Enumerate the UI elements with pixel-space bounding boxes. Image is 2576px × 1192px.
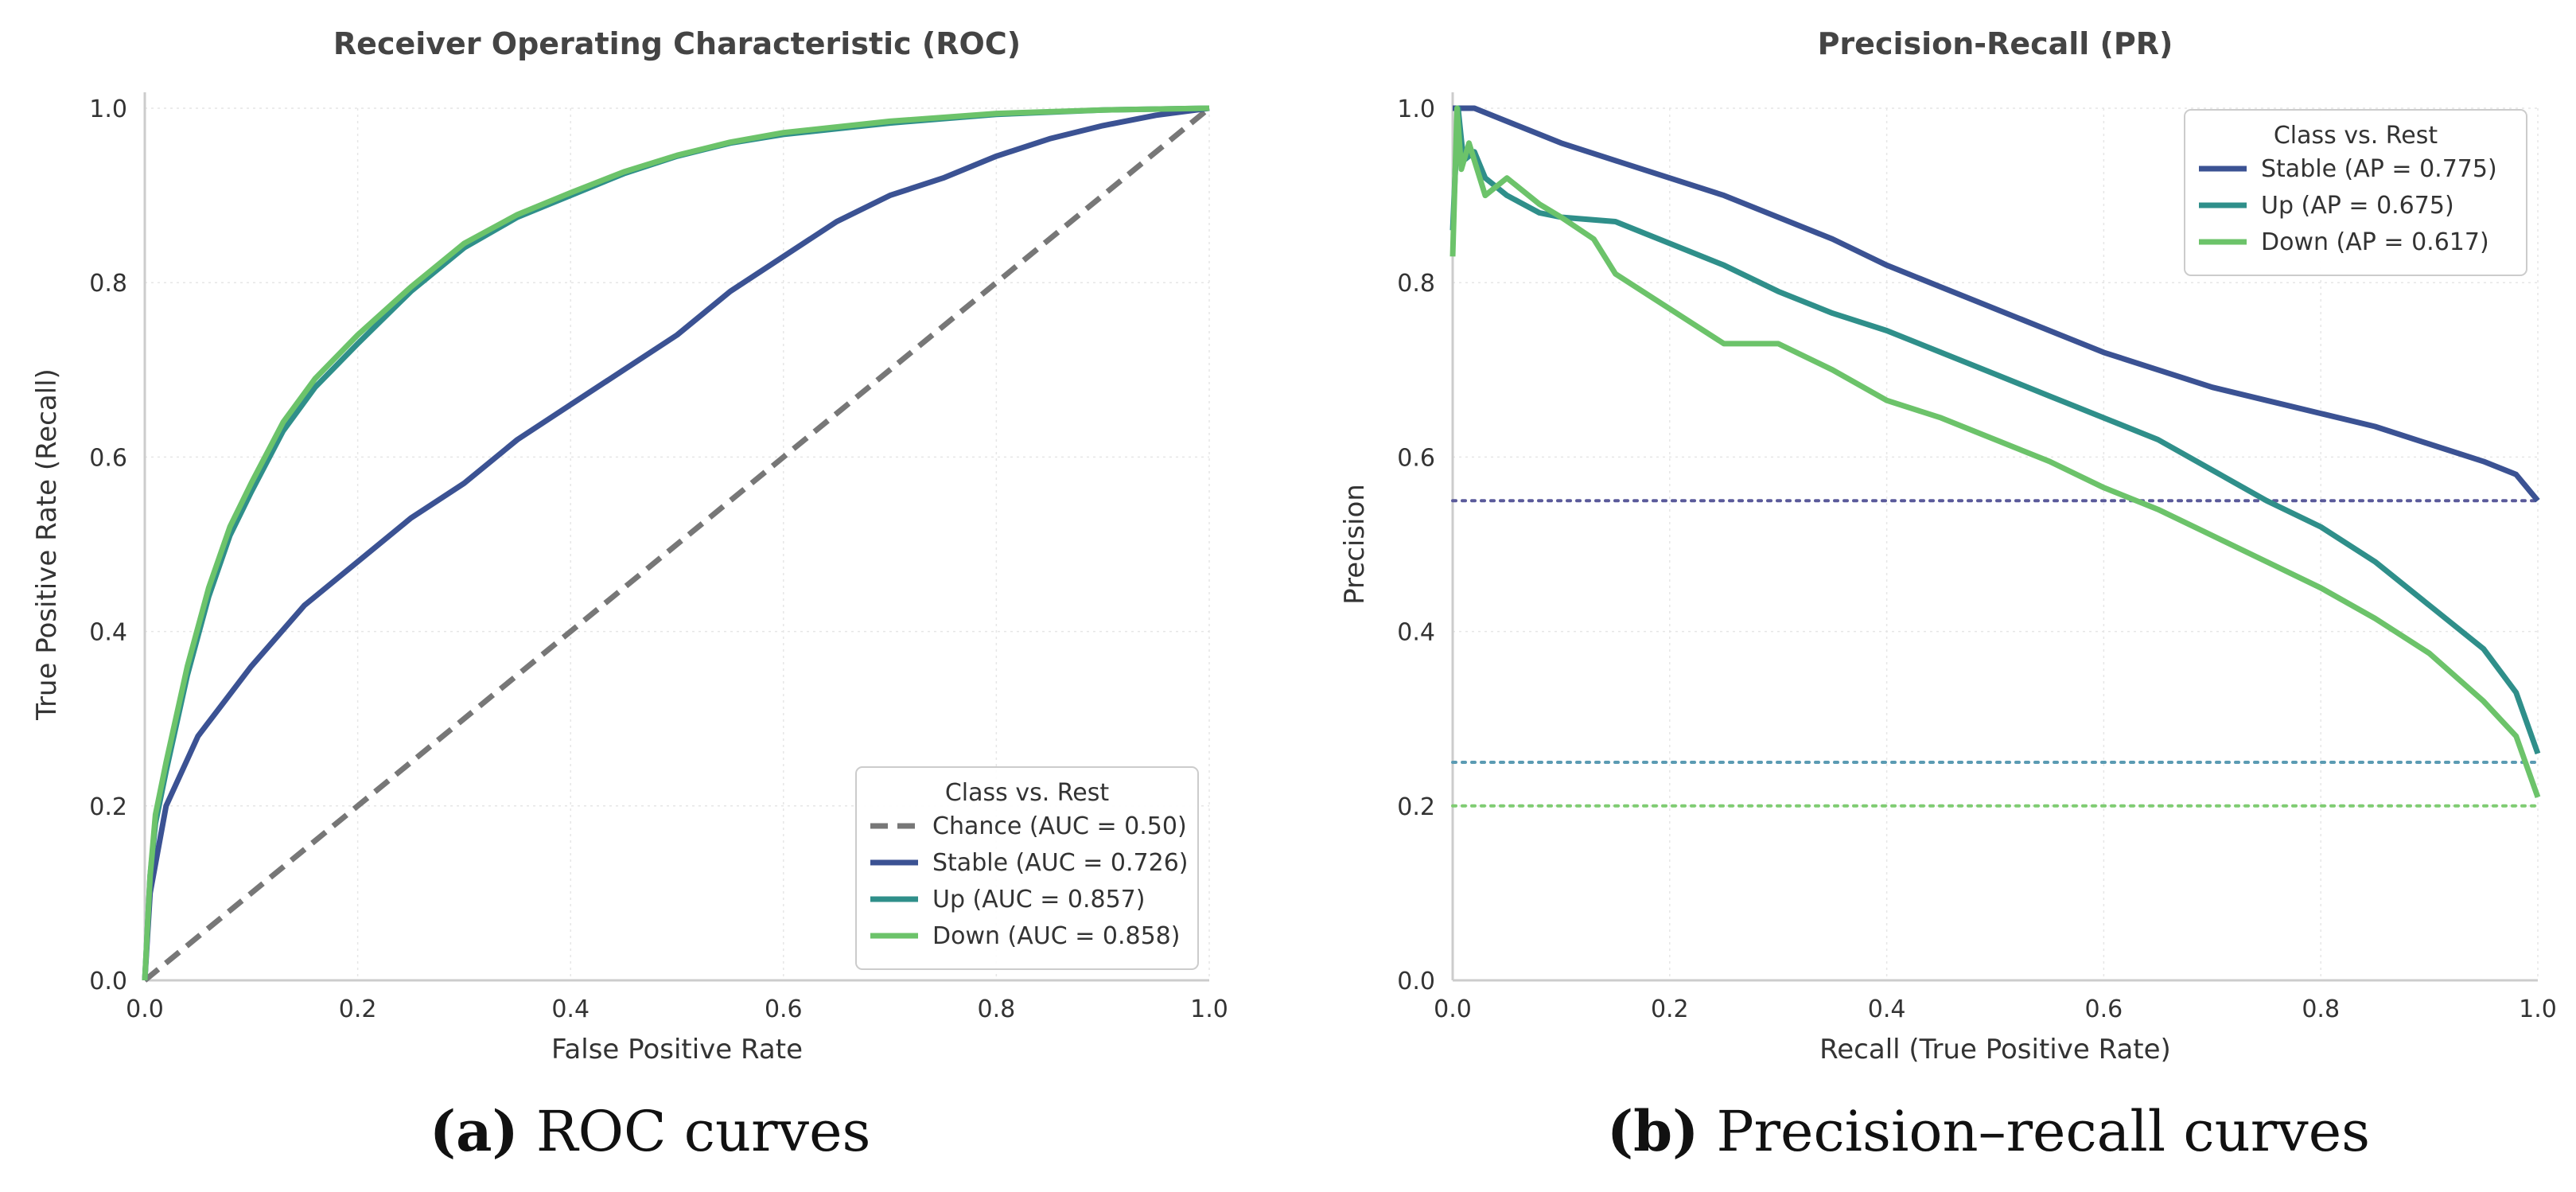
roc-series-chance-line <box>142 106 1212 983</box>
roc-legend-label-down: Down (AUC = 0.858) <box>932 922 1180 950</box>
pr-chart-title: Precision-Recall (PR) <box>1818 26 2173 61</box>
roc-legend-title: Class vs. Rest <box>945 779 1110 807</box>
roc-chart-panel: 0.0 0.2 0.4 0.6 0.8 1.0 0.0 0.2 0.4 0.6 0.8 1.0 Fals… <box>31 26 1228 1065</box>
roc-legend-label-up: Up (AUC = 0.857) <box>932 886 1145 913</box>
pr-y-axis-label: Precision <box>1339 484 1371 605</box>
pr-legend-label-stable: Stable (AP = 0.775) <box>2261 155 2497 183</box>
pr-y-tick-label: 0.0 <box>1397 968 1435 995</box>
pr-caption: (b) Precision–recall curves <box>1607 1098 2370 1164</box>
roc-x-tick-label: 0.4 <box>551 995 590 1023</box>
roc-y-tick-label: 0.4 <box>89 619 127 647</box>
pr-caption-text: Precision–recall curves <box>1716 1099 2371 1164</box>
roc-series-down-line <box>142 105 1210 981</box>
pr-x-axis-label: Recall (True Positive Rate) <box>1819 1034 2171 1065</box>
roc-y-axis-label: True Positive Rate (Recall) <box>31 368 63 721</box>
roc-legend: Class vs. Rest Chance (AUC = 0.50) Stable … <box>855 766 1199 970</box>
pr-legend-title: Class vs. Rest <box>2274 122 2438 150</box>
pr-y-tick-label: 0.2 <box>1397 793 1435 821</box>
roc-y-tick-label: 0.0 <box>89 968 127 995</box>
pr-legend-label-down: Down (AP = 0.617) <box>2261 228 2489 256</box>
pr-series-up-line <box>1449 105 2541 755</box>
roc-legend-box <box>855 766 1199 970</box>
roc-caption-text: ROC curves <box>535 1099 871 1164</box>
pr-series-stable-line <box>1453 105 2540 503</box>
pr-legend-label-up: Up (AP = 0.675) <box>2261 192 2454 220</box>
roc-x-axis-label: False Positive Rate <box>551 1034 803 1065</box>
roc-legend-label-chance: Chance (AUC = 0.50) <box>932 812 1187 840</box>
roc-x-tick-label: 0.0 <box>126 995 164 1023</box>
pr-series-down-line <box>1449 105 2541 798</box>
pr-x-tick-label: 1.0 <box>2519 995 2557 1023</box>
pr-legend-box <box>2184 109 2527 276</box>
roc-x-tick-label: 0.8 <box>978 995 1016 1023</box>
roc-x-tick-label: 0.2 <box>339 995 377 1023</box>
roc-caption-tag: (a) <box>430 1098 519 1164</box>
roc-y-tick-label: 0.2 <box>89 793 127 821</box>
roc-y-tick-label: 0.6 <box>89 444 127 472</box>
pr-chart-panel: 0.0 0.2 0.4 0.6 0.8 1.0 0.0 0.2 0.4 0.6 0.8 1.0 Reca… <box>1339 26 2557 1065</box>
roc-legend-label-stable: Stable (AUC = 0.726) <box>932 849 1189 877</box>
pr-y-tick-label: 1.0 <box>1397 95 1435 123</box>
pr-y-tick-label: 0.4 <box>1397 619 1435 647</box>
roc-chart-title: Receiver Operating Characteristic (ROC) <box>333 26 1021 61</box>
pr-x-tick-label: 0.8 <box>2302 995 2340 1023</box>
roc-series-stable-line <box>142 105 1210 981</box>
pr-x-tick-label: 0.6 <box>2085 995 2123 1023</box>
pr-y-tick-label: 0.8 <box>1397 270 1435 298</box>
pr-legend: Class vs. Rest Stable (AP = 0.775) Up (AP … <box>2184 109 2527 276</box>
pr-x-tick-label: 0.2 <box>1651 995 1689 1023</box>
roc-x-tick-label: 0.6 <box>765 995 803 1023</box>
roc-y-tick-label: 0.8 <box>89 270 127 298</box>
pr-caption-tag: (b) <box>1607 1098 1699 1164</box>
pr-y-tick-label: 0.6 <box>1397 444 1435 472</box>
roc-y-tick-label: 1.0 <box>89 95 127 123</box>
roc-caption: (a) ROC curves <box>430 1098 870 1164</box>
pr-x-tick-label: 0.4 <box>1868 995 1906 1023</box>
roc-x-tick-label: 1.0 <box>1190 995 1228 1023</box>
pr-x-tick-label: 0.0 <box>1434 995 1472 1023</box>
